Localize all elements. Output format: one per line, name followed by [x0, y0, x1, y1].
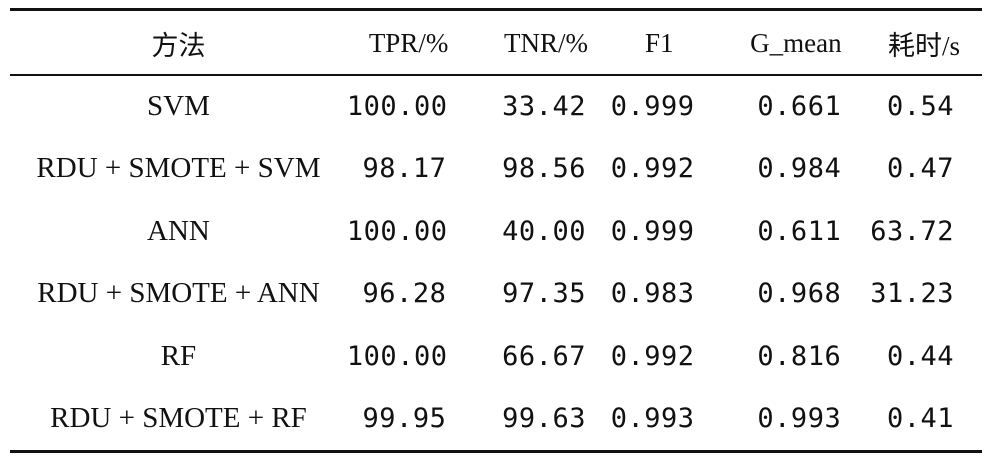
- header-gmean: G_mean: [750, 27, 842, 58]
- header-f1: F1: [644, 27, 674, 58]
- cell-tnr: 97.35: [502, 278, 586, 310]
- cell-tnr: 33.42: [502, 90, 586, 122]
- cell-time: 0.54: [886, 90, 954, 122]
- cell-method: RDU + SMOTE + ANN: [37, 277, 320, 310]
- cell-tpr: 100.00: [346, 90, 448, 122]
- cell-tnr: 99.63: [502, 403, 586, 435]
- cell-gmean: 0.611: [757, 215, 842, 247]
- results-table: 方法 TPR/% TNR/% F1 G_mean 耗时/s SVM 100.00…: [10, 11, 982, 450]
- cell-method: RF: [160, 339, 197, 372]
- cell-time: 0.47: [886, 153, 954, 185]
- cell-f1: 0.992: [610, 340, 695, 372]
- cell-tnr: 66.67: [502, 340, 586, 372]
- cell-gmean: 0.661: [757, 90, 842, 122]
- cell-f1: 0.992: [610, 153, 695, 185]
- cell-f1: 0.999: [610, 90, 695, 122]
- table-header-row: 方法 TPR/% TNR/% F1 G_mean 耗时/s: [10, 11, 982, 75]
- cell-tpr: 96.28: [362, 278, 447, 310]
- cell-gmean: 0.968: [757, 278, 842, 310]
- table-row: RF 100.00 66.67 0.992 0.816 0.44: [10, 325, 982, 388]
- cell-gmean: 0.816: [757, 340, 842, 372]
- cell-f1: 0.983: [610, 278, 695, 310]
- table-row: RDU + SMOTE + RF 99.95 99.63 0.993 0.993…: [10, 388, 982, 451]
- cell-tnr: 40.00: [502, 215, 586, 247]
- header-method: 方法: [151, 30, 206, 61]
- header-time: 耗时/s: [887, 30, 960, 61]
- cell-f1: 0.993: [610, 403, 695, 435]
- cell-time: 31.23: [870, 278, 954, 310]
- cell-tpr: 98.17: [362, 153, 447, 185]
- cell-method: ANN: [147, 214, 210, 247]
- cell-tpr: 99.95: [362, 403, 447, 435]
- cell-time: 0.44: [886, 340, 954, 372]
- cell-time: 63.72: [870, 215, 954, 247]
- table-row: ANN 100.00 40.00 0.999 0.611 63.72: [10, 200, 982, 263]
- table-row: RDU + SMOTE + SVM 98.17 98.56 0.992 0.98…: [10, 138, 982, 201]
- cell-method: RDU + SMOTE + RF: [50, 402, 307, 435]
- cell-time: 0.41: [886, 403, 954, 435]
- table-top-rule: [10, 8, 982, 11]
- cell-method: SVM: [147, 89, 210, 122]
- table-row: RDU + SMOTE + ANN 96.28 97.35 0.983 0.96…: [10, 263, 982, 326]
- table-header-rule: [10, 74, 982, 76]
- cell-gmean: 0.984: [757, 153, 842, 185]
- table-row: SVM 100.00 33.42 0.999 0.661 0.54: [10, 75, 982, 138]
- cell-tpr: 100.00: [346, 340, 448, 372]
- cell-tpr: 100.00: [346, 215, 448, 247]
- cell-tnr: 98.56: [502, 153, 586, 185]
- table-bottom-rule: [10, 450, 982, 453]
- cell-gmean: 0.993: [757, 403, 842, 435]
- header-tnr: TNR/%: [503, 27, 588, 58]
- results-table-container: 方法 TPR/% TNR/% F1 G_mean 耗时/s SVM 100.00…: [10, 8, 982, 456]
- cell-method: RDU + SMOTE + SVM: [36, 152, 321, 185]
- header-tpr: TPR/%: [368, 27, 449, 58]
- cell-f1: 0.999: [610, 215, 695, 247]
